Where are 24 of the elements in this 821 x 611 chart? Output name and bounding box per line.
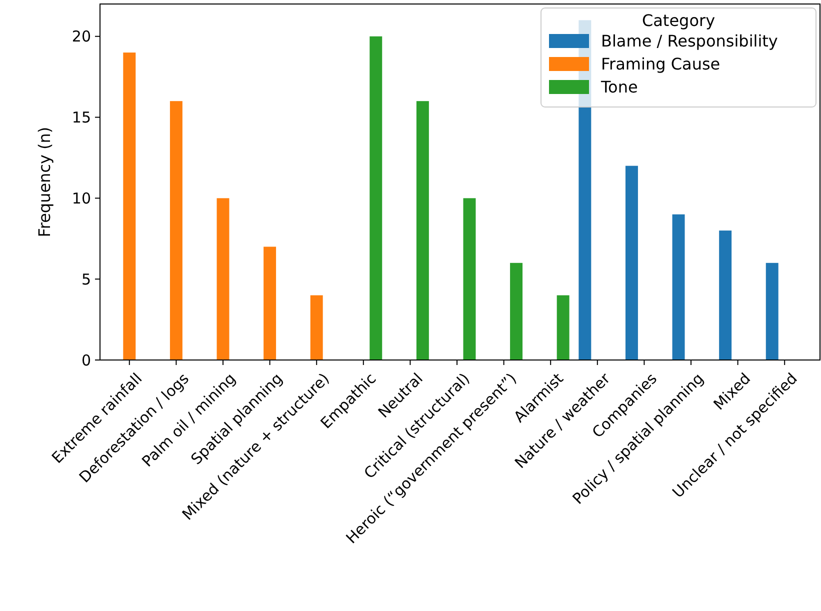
y-tick-label: 15 (72, 108, 91, 127)
legend-label: Tone (600, 78, 638, 97)
y-tick-label: 0 (81, 351, 91, 370)
bar (510, 262, 523, 360)
legend-title: Category (642, 11, 716, 30)
bar (370, 36, 382, 360)
bar (672, 214, 685, 360)
bar (216, 198, 230, 360)
legend-label: Blame / Responsibility (601, 32, 778, 51)
bar (264, 246, 276, 360)
y-tick-label: 5 (81, 270, 91, 288)
bar (556, 295, 570, 360)
bar (463, 198, 476, 360)
y-axis-title: Frequency (n) (35, 126, 54, 238)
y-tick-label: 10 (72, 189, 91, 208)
bar (625, 166, 638, 360)
bar (310, 295, 323, 360)
legend-label: Framing Cause (601, 54, 720, 74)
bar (719, 230, 732, 360)
bar (123, 52, 136, 360)
bar (766, 262, 778, 360)
bar (170, 101, 182, 360)
y-tick-label: 20 (72, 28, 91, 46)
bar (416, 101, 429, 360)
